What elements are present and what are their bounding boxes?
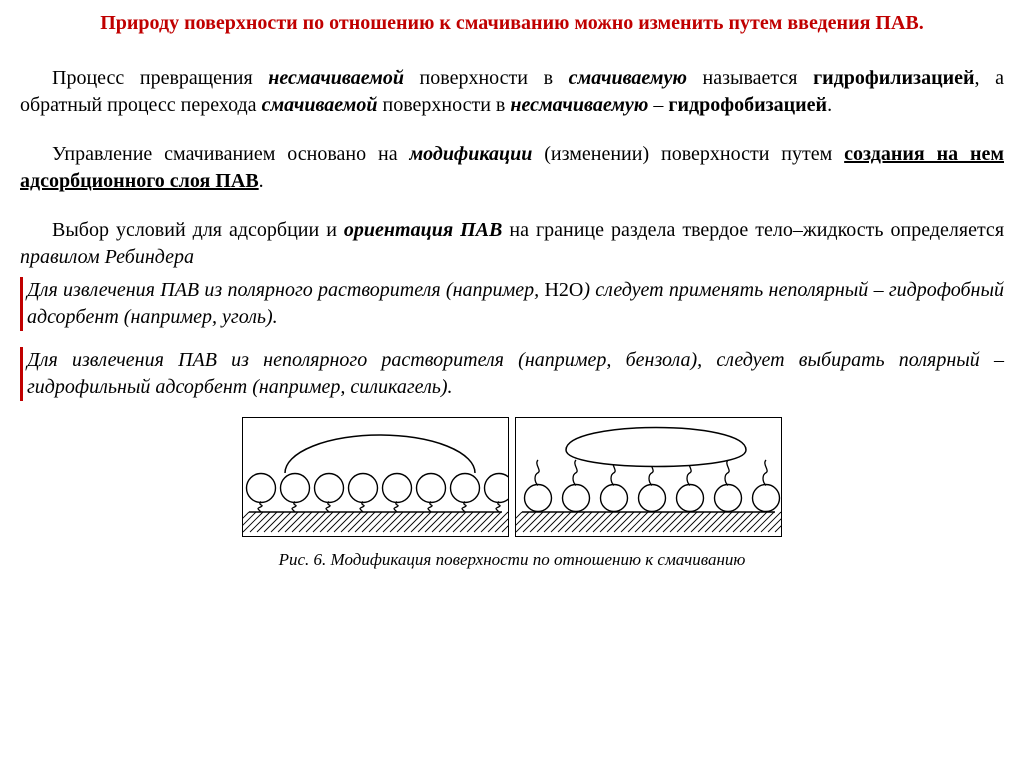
figure-caption: Рис. 6. Модификация поверхности по отнош… [20,549,1004,572]
text: – [648,94,668,116]
text: на границе раздела твердое тело–жидкость… [502,219,1004,241]
paragraph-modification: Управление смачиванием основано на модиф… [20,141,1004,195]
text: поверхности в [404,67,569,89]
text: поверхности в [378,94,511,116]
text: . [827,94,832,116]
text: Процесс превращения [52,67,268,89]
text: (изменении) поверхности путем [532,143,844,165]
term-modification: модификации [409,143,532,165]
text: Управление смачиванием основано на [52,143,409,165]
text: Для извлечения ПАВ из полярного раствори… [27,279,544,301]
term-hydrophobization: гидрофобизацией [668,94,827,116]
text: . [259,170,264,192]
paragraph-rebinder: Выбор условий для адсорбции и ориентация… [20,217,1004,271]
term-orientation: ориентация ПАВ [344,219,502,241]
formula-h2o: H2O [544,279,583,301]
text: называется [687,67,813,89]
term-wetted: смачиваемую [569,67,687,89]
paragraph-hydrophilization: Процесс превращения несмачиваемой поверх… [20,65,1004,119]
accent-rule-polar: Для извлечения ПАВ из полярного раствори… [20,277,1004,331]
term-nonwetted: несмачиваемой [268,67,404,89]
figure-panel-left [242,417,509,537]
text: Выбор условий для адсорбции и [52,219,344,241]
figure-row [20,417,1004,537]
term-rebinder-rule: правилом Ребиндера [20,246,194,268]
accent-rule-nonpolar: Для извлечения ПАВ из неполярного раство… [20,347,1004,401]
term-wetted2: смачиваемой [262,94,378,116]
title-heading: Природу поверхности по отношению к смачи… [20,10,1004,37]
figure-panel-right [515,417,782,537]
term-nonwetted2: несмачиваемую [510,94,648,116]
term-hydrophilization: гидрофилизацией [813,67,974,89]
